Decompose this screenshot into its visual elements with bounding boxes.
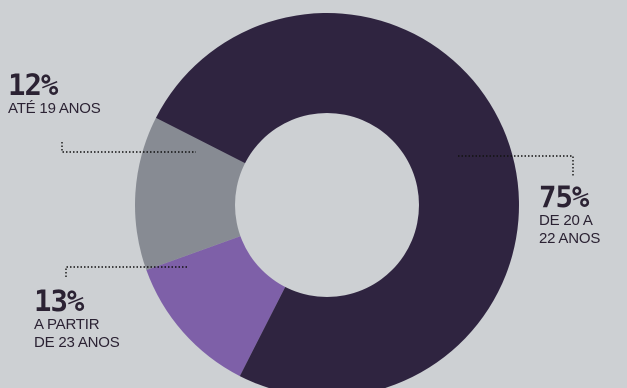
- category-label: ATÉ 19 ANOS: [8, 100, 101, 117]
- slice-callout-ate-19: 12% ATÉ 19 ANOS: [8, 70, 101, 118]
- leader-line-0: [61, 142, 196, 153]
- leader-line-1: [65, 266, 188, 277]
- slice-callout-a-partir-23: 13% A PARTIR DE 23 ANOS: [34, 286, 120, 352]
- percent-label: 75%: [539, 180, 589, 214]
- category-label: A PARTIR DE 23 ANOS: [34, 316, 120, 351]
- percent-label: 12%: [8, 68, 58, 102]
- donut-slice-1: [134, 117, 327, 271]
- category-label: DE 20 A 22 ANOS: [539, 212, 601, 247]
- percent-label: 13%: [34, 284, 84, 318]
- donut-hole: [235, 113, 419, 297]
- slice-callout-20-a-22: 75% DE 20 A 22 ANOS: [539, 182, 600, 248]
- leader-lines: [61, 142, 574, 277]
